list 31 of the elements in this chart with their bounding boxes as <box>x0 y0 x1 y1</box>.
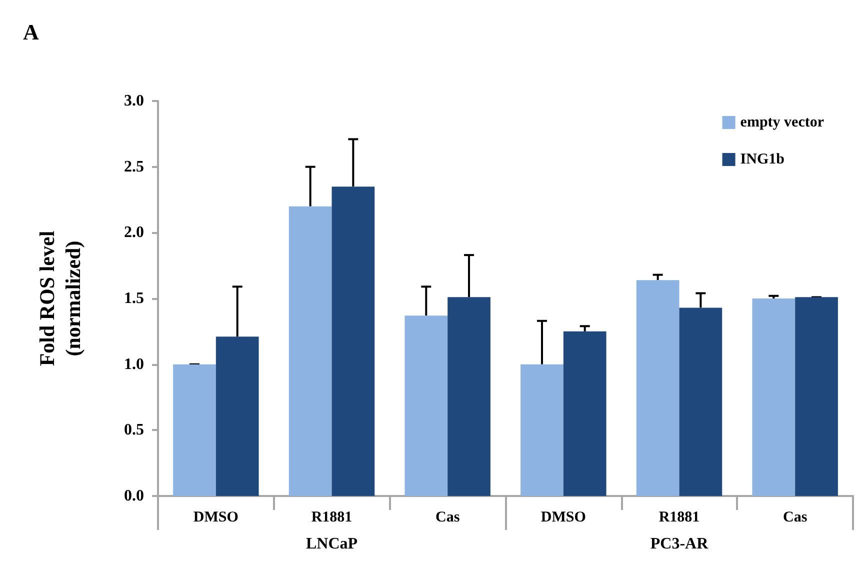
bar <box>679 308 722 496</box>
y-tick-label: 1.0 <box>124 356 144 373</box>
legend-label: ING1b <box>740 152 784 168</box>
x-tick-label: DMSO <box>540 510 586 526</box>
x-tick-label: Cas <box>435 510 460 526</box>
bar <box>636 280 680 496</box>
bar <box>173 364 216 496</box>
bar <box>332 186 375 496</box>
y-tick-label: 1.5 <box>124 290 144 307</box>
y-tick-label: 0.0 <box>124 488 144 504</box>
legend-label: empty vector <box>740 114 824 130</box>
bar <box>288 206 332 496</box>
bar <box>520 364 564 496</box>
bar <box>752 298 796 496</box>
y-tick-label: 2.0 <box>124 224 144 242</box>
x-tick-label: DMSO <box>193 510 238 526</box>
y-tick-label: 0.5 <box>124 422 144 439</box>
bar <box>795 297 838 496</box>
x-tick-label: Cas <box>782 510 808 526</box>
y-axis-title: Fold ROS level (normalized) <box>35 230 85 366</box>
bar <box>404 316 448 496</box>
text: LNCaP <box>306 536 358 552</box>
x-tick-label: R1881 <box>658 510 700 526</box>
y-tick-label: 2.5 <box>124 158 144 176</box>
x-tick-label: R1881 <box>311 510 352 526</box>
bar <box>448 297 490 496</box>
bar <box>216 336 259 496</box>
y-tick-label: 3.0 <box>124 92 144 110</box>
chart-title: A <box>23 20 39 44</box>
bar <box>563 331 606 496</box>
text: PC3-AR <box>650 536 709 552</box>
